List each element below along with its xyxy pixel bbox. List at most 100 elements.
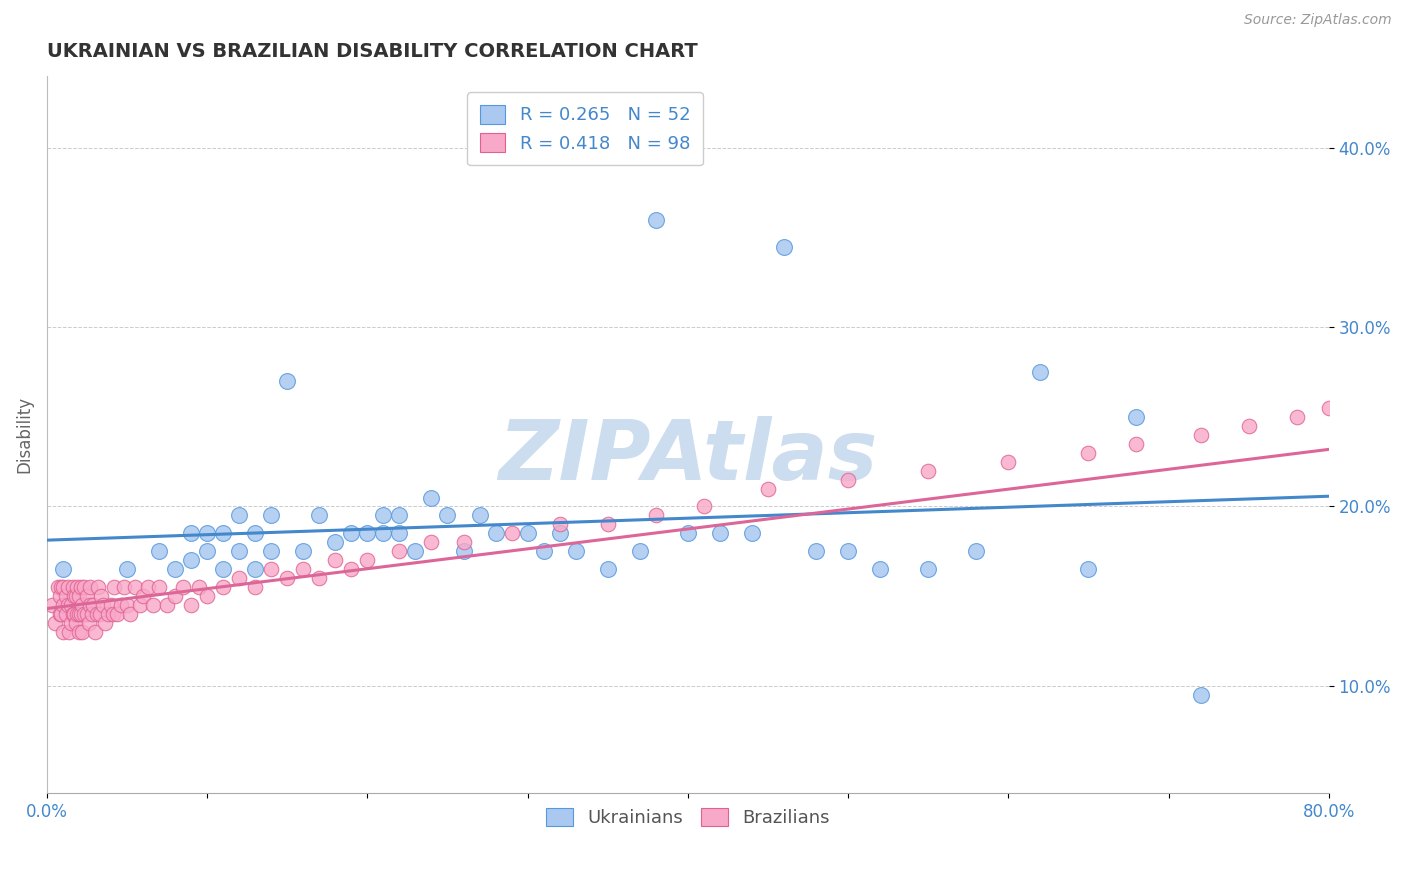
Point <box>56 580 79 594</box>
Point <box>132 589 155 603</box>
Point <box>356 553 378 567</box>
Point <box>65 589 87 603</box>
Point <box>804 544 827 558</box>
Point <box>245 562 267 576</box>
Point <box>997 455 1019 469</box>
Point <box>644 212 666 227</box>
Point <box>292 544 315 558</box>
Point <box>90 589 112 603</box>
Point <box>1077 562 1099 576</box>
Point <box>52 580 75 594</box>
Point <box>115 598 138 612</box>
Point <box>453 535 475 549</box>
Point <box>340 526 363 541</box>
Point <box>66 580 89 594</box>
Point <box>73 580 96 594</box>
Point <box>67 625 90 640</box>
Point <box>142 598 165 612</box>
Point <box>84 625 107 640</box>
Point <box>693 500 716 514</box>
Point <box>1077 446 1099 460</box>
Point <box>228 571 250 585</box>
Point <box>148 544 170 558</box>
Point <box>89 607 111 621</box>
Point <box>628 544 651 558</box>
Point <box>136 580 159 594</box>
Point <box>41 598 63 612</box>
Point <box>340 562 363 576</box>
Point <box>917 464 939 478</box>
Point <box>79 580 101 594</box>
Point <box>52 598 75 612</box>
Point <box>501 526 523 541</box>
Point <box>1285 409 1308 424</box>
Point <box>65 615 87 630</box>
Point <box>533 544 555 558</box>
Point <box>276 374 298 388</box>
Point <box>82 598 104 612</box>
Point <box>388 544 411 558</box>
Point <box>564 544 586 558</box>
Point <box>323 553 346 567</box>
Point <box>245 526 267 541</box>
Point <box>172 580 194 594</box>
Point <box>292 562 315 576</box>
Point <box>468 508 491 523</box>
Point <box>837 473 859 487</box>
Text: UKRAINIAN VS BRAZILIAN DISABILITY CORRELATION CHART: UKRAINIAN VS BRAZILIAN DISABILITY CORREL… <box>46 42 697 61</box>
Point <box>97 607 120 621</box>
Point <box>965 544 987 558</box>
Point <box>548 526 571 541</box>
Point <box>69 607 91 621</box>
Point <box>124 580 146 594</box>
Point <box>48 589 70 603</box>
Point <box>436 508 458 523</box>
Point <box>148 580 170 594</box>
Point <box>52 625 75 640</box>
Point <box>100 598 122 612</box>
Point <box>644 508 666 523</box>
Point <box>388 526 411 541</box>
Point <box>180 598 202 612</box>
Point <box>1189 427 1212 442</box>
Point <box>195 544 218 558</box>
Point <box>212 562 235 576</box>
Point <box>516 526 538 541</box>
Point <box>756 482 779 496</box>
Point <box>67 589 90 603</box>
Point <box>548 517 571 532</box>
Point <box>388 508 411 523</box>
Point <box>453 544 475 558</box>
Point <box>120 607 142 621</box>
Point <box>228 508 250 523</box>
Point <box>1029 365 1052 379</box>
Point <box>46 580 69 594</box>
Point <box>93 615 115 630</box>
Point <box>80 607 103 621</box>
Point <box>44 615 66 630</box>
Point <box>103 580 125 594</box>
Point <box>228 544 250 558</box>
Point <box>195 589 218 603</box>
Point <box>76 589 98 603</box>
Point <box>484 526 506 541</box>
Point <box>709 526 731 541</box>
Point <box>420 535 443 549</box>
Point <box>52 562 75 576</box>
Point <box>73 607 96 621</box>
Point <box>51 580 73 594</box>
Point <box>180 553 202 567</box>
Point <box>105 607 128 621</box>
Point <box>1237 418 1260 433</box>
Point <box>308 508 330 523</box>
Point <box>260 544 283 558</box>
Point <box>276 571 298 585</box>
Point <box>165 589 187 603</box>
Point <box>1125 409 1147 424</box>
Point <box>87 580 110 594</box>
Point <box>188 580 211 594</box>
Point <box>180 526 202 541</box>
Point <box>373 526 395 541</box>
Point <box>869 562 891 576</box>
Point <box>56 598 79 612</box>
